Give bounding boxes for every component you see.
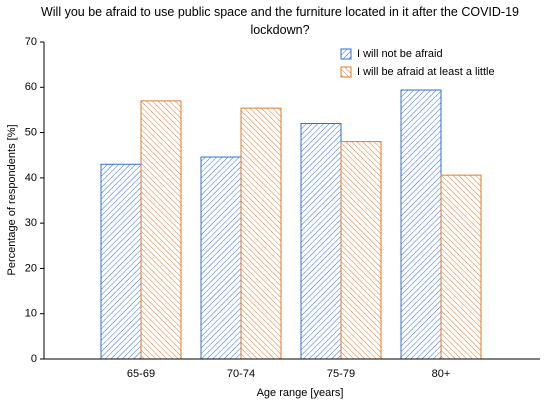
legend-swatch: [340, 48, 352, 60]
legend-label: I will be afraid at least a little: [357, 66, 495, 78]
x-tick-label: 80+: [432, 368, 451, 380]
bar: [200, 156, 242, 360]
bar: [340, 141, 382, 360]
bar: [240, 107, 282, 360]
y-tick-label: 30: [25, 217, 37, 229]
bar: [400, 89, 442, 360]
y-tick-label: 60: [25, 81, 37, 93]
chart-title: Will you be afraid to use public space a…: [40, 5, 520, 37]
y-tick-label: 40: [25, 172, 37, 184]
y-tick-label: 10: [25, 308, 37, 320]
x-axis-label: Age range [years]: [257, 387, 344, 399]
y-tick-label: 20: [25, 262, 37, 274]
y-tick-label: 50: [25, 126, 37, 138]
x-tick-label: 65-69: [127, 368, 155, 380]
x-tick-label: 70-74: [227, 368, 255, 380]
legend-label: I will not be afraid: [357, 48, 443, 60]
y-axis-label: Percentage of respondents [%]: [6, 124, 18, 275]
bar: [440, 174, 482, 360]
y-tick-label: 70: [25, 36, 37, 48]
y-tick-label: 0: [31, 353, 37, 365]
x-tick-label: 75-79: [327, 368, 355, 380]
bar: [300, 123, 342, 360]
bar: [100, 163, 142, 360]
bar: [140, 100, 182, 360]
legend-swatch: [340, 66, 352, 78]
